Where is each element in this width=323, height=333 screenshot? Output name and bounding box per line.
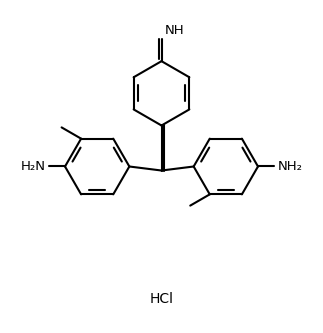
Text: NH: NH <box>165 24 184 37</box>
Text: HCl: HCl <box>150 292 173 306</box>
Text: H₂N: H₂N <box>21 160 46 173</box>
Text: NH₂: NH₂ <box>277 160 302 173</box>
